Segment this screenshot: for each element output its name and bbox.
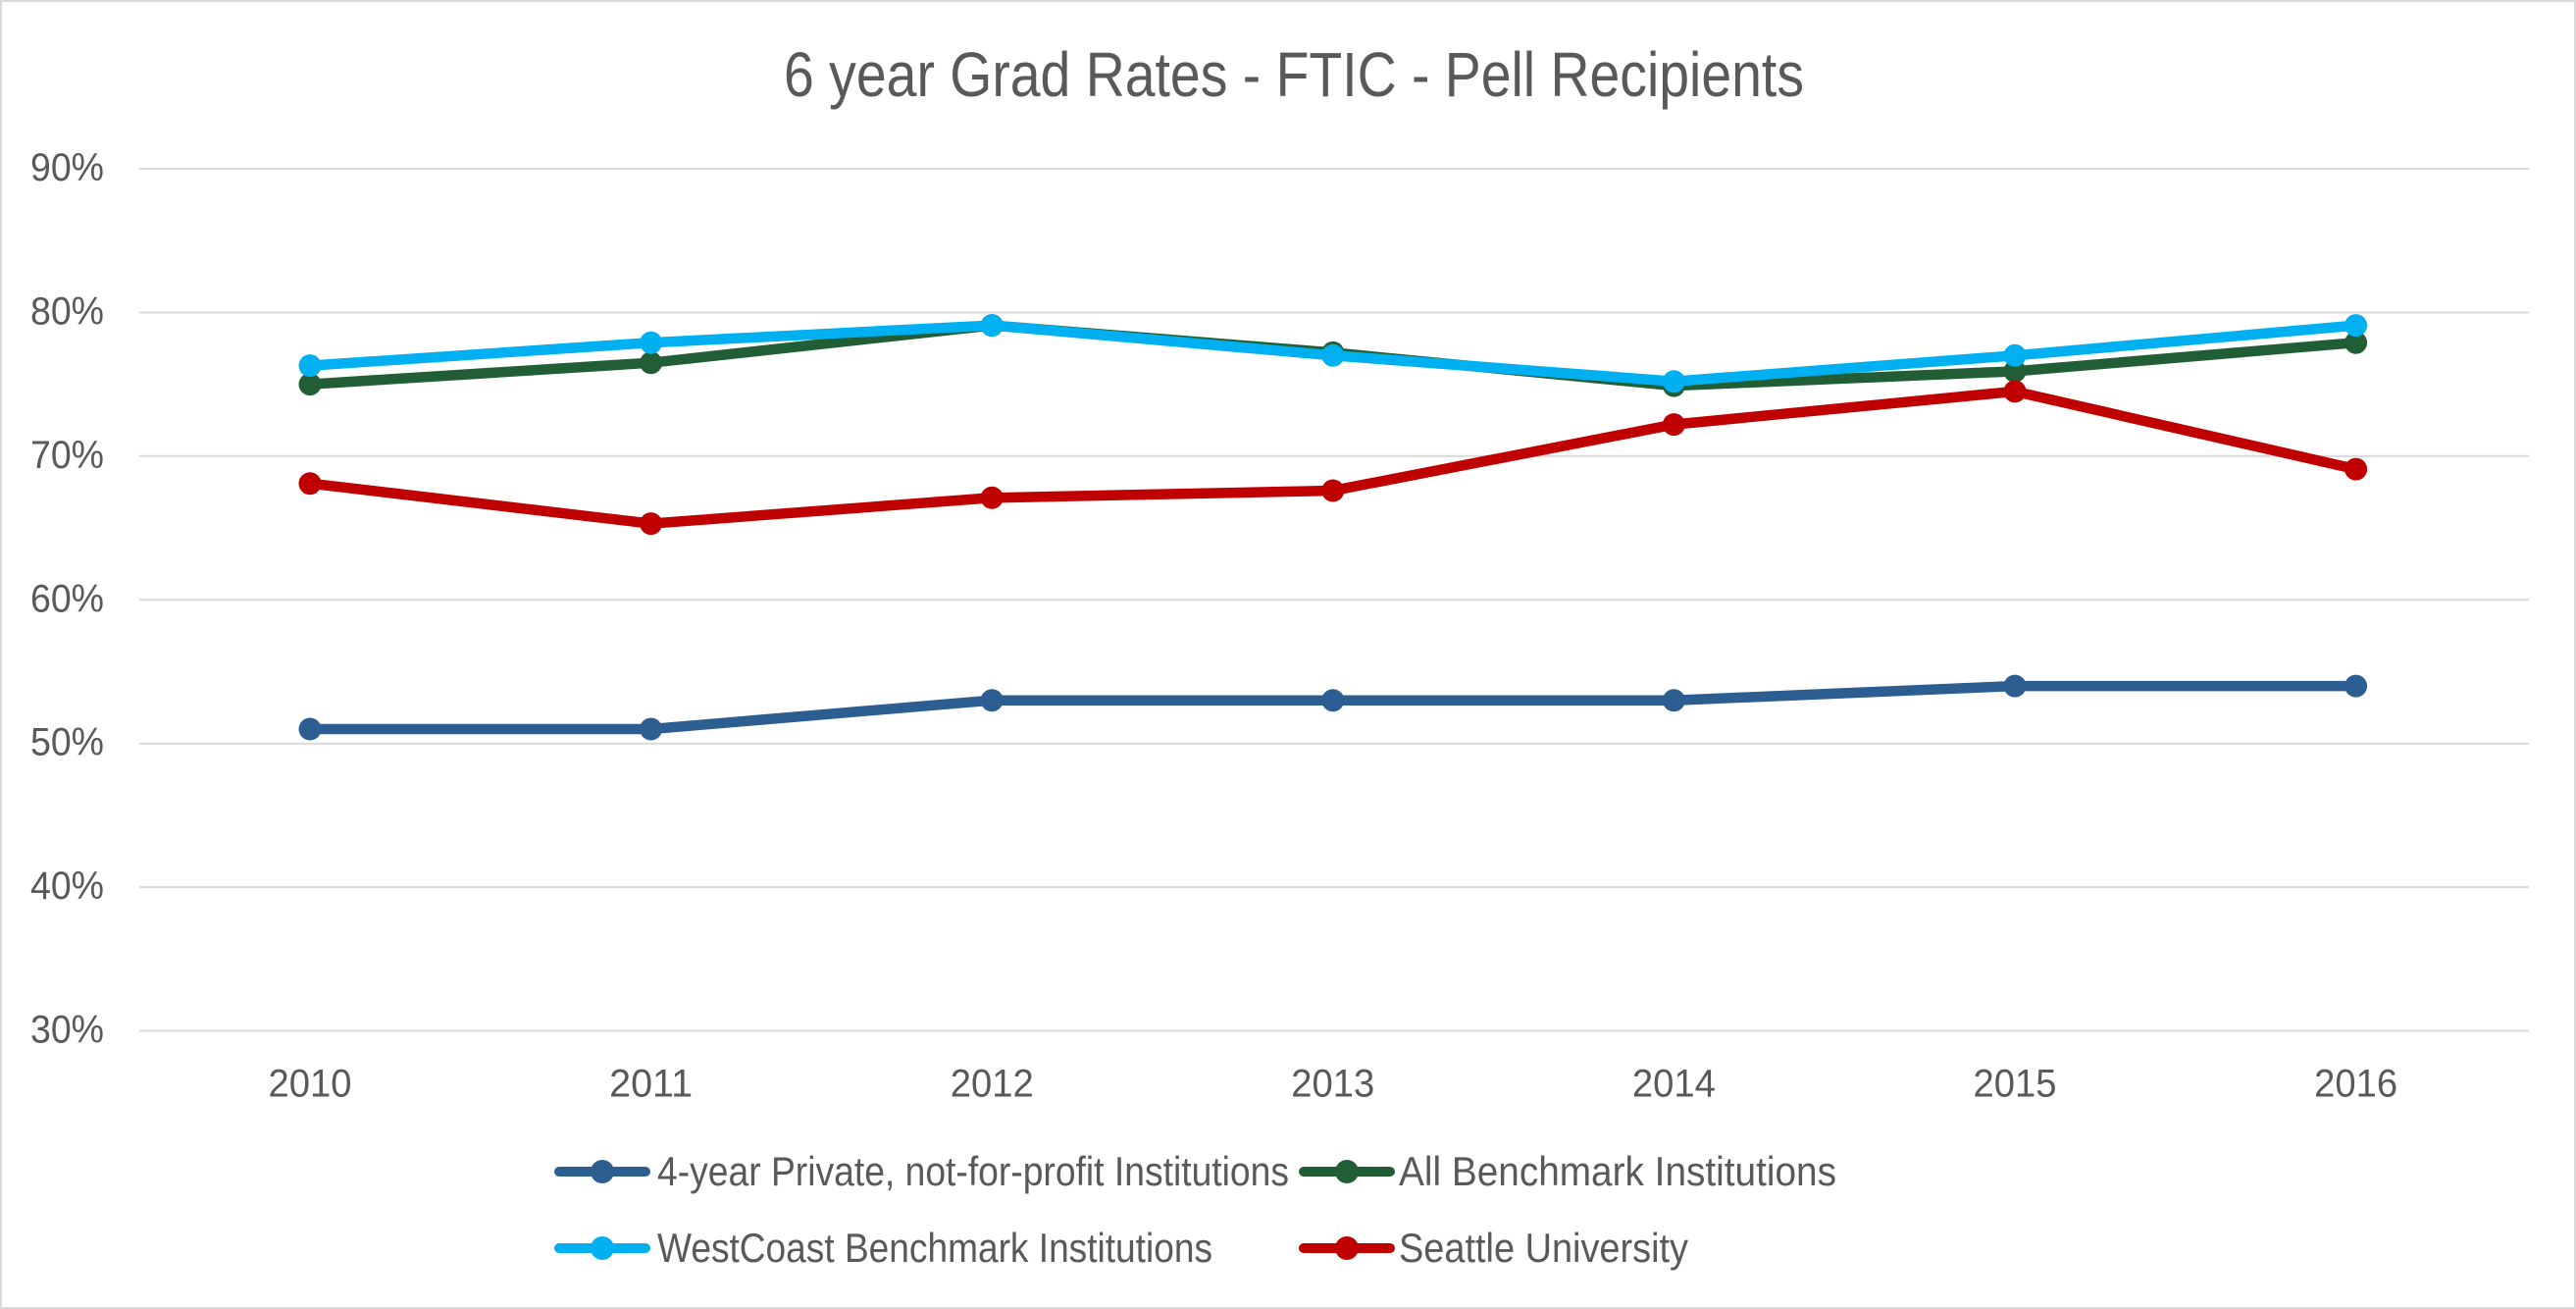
svg-text:Seattle University: Seattle University [1399, 1225, 1688, 1271]
svg-text:WestCoast Benchmark Institutio: WestCoast Benchmark Institutions [657, 1225, 1212, 1271]
svg-text:2013: 2013 [1291, 1062, 1374, 1105]
svg-text:50%: 50% [30, 721, 104, 764]
svg-text:30%: 30% [30, 1009, 104, 1052]
svg-text:4-year Private, not-for-profit: 4-year Private, not-for-profit Instituti… [657, 1148, 1289, 1194]
svg-text:2014: 2014 [1632, 1062, 1716, 1105]
svg-text:90%: 90% [30, 146, 104, 189]
svg-text:All Benchmark Institutions: All Benchmark Institutions [1399, 1148, 1836, 1194]
svg-text:2015: 2015 [1974, 1062, 2057, 1105]
svg-text:80%: 80% [30, 289, 104, 333]
svg-text:70%: 70% [30, 434, 104, 477]
svg-text:2012: 2012 [951, 1062, 1034, 1105]
svg-text:2011: 2011 [609, 1062, 693, 1105]
svg-text:2016: 2016 [2314, 1062, 2397, 1105]
svg-text:40%: 40% [30, 864, 104, 908]
svg-text:60%: 60% [30, 577, 104, 620]
svg-text:6 year Grad Rates - FTIC - Pel: 6 year Grad Rates - FTIC - Pell Recipien… [784, 39, 1804, 110]
svg-text:2010: 2010 [269, 1062, 352, 1105]
